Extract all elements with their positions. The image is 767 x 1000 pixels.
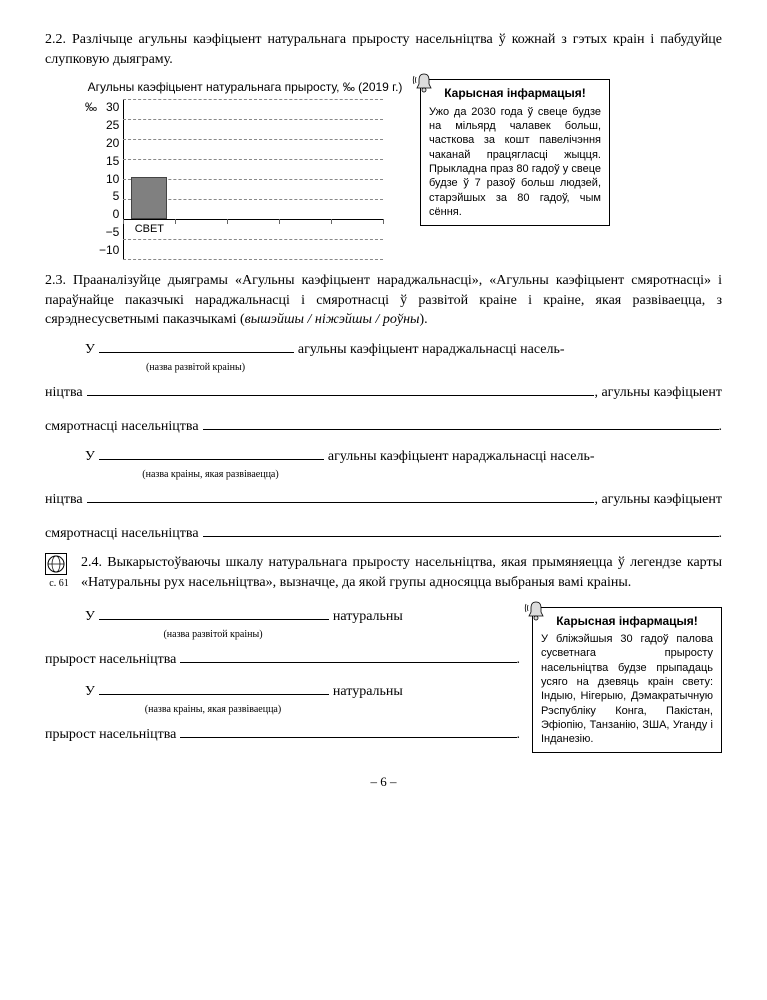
chart-plot-area: СВЕТ xyxy=(123,99,383,259)
blank-label: (назва краіны, якая развіваецца) xyxy=(98,468,323,482)
frag: ніцтва xyxy=(45,383,83,403)
task-2-4: с. 61 2.4. Выкарыстоўваючы шкалу натурал… xyxy=(45,553,722,598)
blank-country-developed[interactable] xyxy=(99,619,329,620)
frag: прырост насельніцтва xyxy=(45,725,176,745)
bar-chart: Агульны каэфіцыент натуральнага прыросту… xyxy=(85,79,405,259)
u-prefix: У xyxy=(85,340,95,360)
chart-title: Агульны каэфіцыент натуральнага прыросту… xyxy=(85,79,405,96)
blank-line[interactable] xyxy=(203,536,719,537)
page-ref: с. 61 xyxy=(45,577,73,591)
blank-label: (назва развітой краіны) xyxy=(98,628,328,642)
task-num: 2.4. xyxy=(81,555,102,570)
blank-country-developing[interactable] xyxy=(99,459,324,460)
blank-country-developing[interactable] xyxy=(99,694,329,695)
task-text: Разлічыце агульны каэфіцыент натуральнаг… xyxy=(45,32,722,67)
frag: прырост насельніцтва xyxy=(45,650,176,670)
frag: смяротнасці насельніцтва xyxy=(45,417,199,437)
blank-line[interactable] xyxy=(203,429,719,430)
infobox-body: У бліжэйшыя 30 гадоў палова сусветнага п… xyxy=(541,632,713,746)
u-prefix: У xyxy=(85,682,95,702)
task-text-part2: ). xyxy=(420,312,428,327)
u-prefix: У xyxy=(85,447,95,467)
frag: агульны каэфіцыент нараджальнасці насель… xyxy=(328,447,595,467)
blank-line[interactable] xyxy=(180,662,516,663)
fillin-2-3-block2: У агульны каэфіцыент нараджальнасці насе… xyxy=(45,447,722,544)
period: . xyxy=(719,524,723,544)
frag: агульны каэфіцыент нараджальнасці насель… xyxy=(298,340,565,360)
chart-and-infobox-row: Агульны каэфіцыент натуральнага прыросту… xyxy=(85,79,722,259)
bell-icon xyxy=(524,599,548,630)
blank-line[interactable] xyxy=(87,395,595,396)
bell-icon xyxy=(412,71,436,102)
task-text: Выкарыстоўваючы шкалу натуральнага прыро… xyxy=(81,555,722,590)
infobox-title: Карысная інфармацыя! xyxy=(429,86,601,102)
blank-label: (назва краіны, якая развіваецца) xyxy=(98,703,328,717)
blank-label: (назва развітой краіны) xyxy=(98,361,293,375)
infobox-body: Ужо да 2030 года ў свеце будзе на мільяр… xyxy=(429,105,601,219)
fillin-2-3-block1: У агульны каэфіцыент нараджальнасці насе… xyxy=(45,340,722,437)
chart-y-unit: ‰ xyxy=(85,99,97,259)
blank-line[interactable] xyxy=(180,737,516,738)
globe-icon xyxy=(45,553,67,575)
page-number: – 6 – xyxy=(45,773,722,791)
task-text-italic: вышэйшы / ніжэйшы / роўны xyxy=(245,312,420,327)
task-2-2: 2.2. Разлічыце агульны каэфіцыент натура… xyxy=(45,30,722,69)
blank-line[interactable] xyxy=(87,502,595,503)
period: . xyxy=(517,725,521,745)
infobox-2: Карысная інфармацыя! У бліжэйшыя 30 гадо… xyxy=(532,607,722,754)
frag: натуральны xyxy=(333,607,403,627)
u-prefix: У xyxy=(85,607,95,627)
infobox-1: Карысная інфармацыя! Ужо да 2030 года ў … xyxy=(420,79,610,226)
frag: , агульны каэфіцыент xyxy=(594,490,722,510)
frag: смяротнасці насельніцтва xyxy=(45,524,199,544)
frag: ніцтва xyxy=(45,490,83,510)
chart-y-axis: 302520151050−5−10 xyxy=(99,99,123,259)
frag: натуральны xyxy=(333,682,403,702)
task-num: 2.3. xyxy=(45,273,66,288)
period: . xyxy=(517,650,521,670)
fillin-and-infobox-2-4: У натуральны (назва развітой краіны) пры… xyxy=(45,607,722,754)
task-2-3: 2.3. Прааналізуйце дыяграмы «Агульны каэ… xyxy=(45,271,722,330)
period: . xyxy=(719,417,723,437)
task-num: 2.2. xyxy=(45,32,66,47)
infobox-title: Карысная інфармацыя! xyxy=(541,614,713,630)
blank-country-developed[interactable] xyxy=(99,352,294,353)
frag: , агульны каэфіцыент xyxy=(594,383,722,403)
